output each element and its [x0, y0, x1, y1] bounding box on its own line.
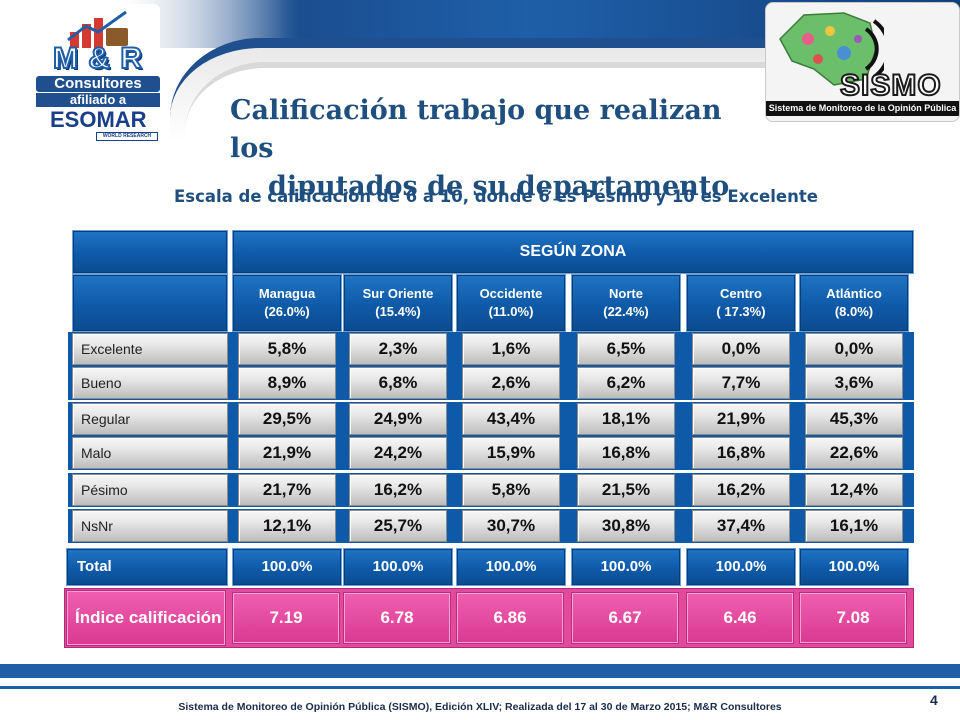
zone-column-header: Sur Oriente (15.4%) [343, 274, 453, 332]
table-cell: 21,5% [577, 474, 675, 506]
table-cell: 18,1% [577, 403, 675, 435]
index-cell: 6.78 [343, 592, 451, 644]
table-cell: 6,5% [577, 333, 675, 365]
table-cell: 15,9% [462, 437, 560, 469]
table-cell: 22,6% [805, 437, 903, 469]
table-cell: 12,4% [805, 474, 903, 506]
zone-column-header: Norte (22.4%) [571, 274, 681, 332]
table-cell: 16,2% [349, 474, 447, 506]
zone-share: (11.0%) [488, 304, 534, 319]
table-cell: 16,1% [805, 510, 903, 542]
page-title-line-2: diputados de su departamento [268, 171, 730, 202]
row-label: Excelente [72, 333, 228, 365]
zone-share: ( 17.3%) [716, 304, 766, 319]
table-cell: 8,9% [238, 367, 336, 399]
mr-logo-title: M & R [52, 42, 143, 75]
row-label: Bueno [72, 367, 228, 399]
esomar-wordmark: ESOMAR [50, 107, 147, 132]
table-cell: 37,4% [692, 510, 790, 542]
table-corner-cell-2 [72, 274, 228, 332]
index-cell: 7.08 [799, 592, 907, 644]
table-cell: 2,6% [462, 367, 560, 399]
zone-column-header: Atlántico (8.0%) [799, 274, 909, 332]
table-cell: 0,0% [805, 333, 903, 365]
table-cell: 6,8% [349, 367, 447, 399]
table-cell: 24,9% [349, 403, 447, 435]
table-cell: 0,0% [692, 333, 790, 365]
zone-share: (22.4%) [603, 304, 649, 319]
zone-share: (8.0%) [834, 304, 874, 319]
mr-consultores-logo: M & R Consultores afiliado a ESOMAR WORL… [36, 4, 160, 144]
zone-name: Occidente [479, 286, 543, 301]
row-label: NsNr [72, 510, 228, 542]
table-cell: 1,6% [462, 333, 560, 365]
table-cell: 43,4% [462, 403, 560, 435]
row-label: Pésimo [72, 474, 228, 506]
zone-share: (15.4%) [375, 304, 421, 319]
table-cell: 16,2% [692, 474, 790, 506]
row-label: Malo [72, 437, 228, 469]
table-cell: 30,7% [462, 510, 560, 542]
index-cell: 6.46 [686, 592, 794, 644]
bar-chart-icon [67, 10, 128, 48]
zone-name: Centro [720, 286, 762, 301]
sismo-logo: SISMO Sistema de Monitoreo de la Opinión… [765, 2, 960, 122]
total-cell: 100.0% [571, 548, 681, 586]
total-cell: 100.0% [686, 548, 796, 586]
table-cell: 45,3% [805, 403, 903, 435]
footer-source-note: Sistema de Monitoreo de Opinión Pública … [178, 701, 782, 713]
zone-group-header: SEGÚN ZONA [232, 230, 914, 274]
mr-logo-affiliation: afiliado a [36, 93, 160, 107]
mr-logo-subtitle: Consultores [36, 76, 160, 92]
table-cell: 29,5% [238, 403, 336, 435]
total-cell: 100.0% [232, 548, 342, 586]
total-cell: 100.0% [799, 548, 909, 586]
sismo-tagline: Sistema de Monitoreo de la Opinión Públi… [766, 101, 959, 116]
total-cell: 100.0% [343, 548, 453, 586]
table-cell: 24,2% [349, 437, 447, 469]
nicaragua-map-icon [779, 12, 884, 86]
zone-name: Norte [609, 286, 643, 301]
page-title: Calificación trabajo que realizan los di… [230, 92, 770, 206]
zone-name: Atlántico [826, 286, 882, 301]
table-cell: 21,9% [238, 437, 336, 469]
page-number: 4 [930, 692, 938, 708]
index-cell: 6.67 [571, 592, 679, 644]
table-cell: 5,8% [238, 333, 336, 365]
table-cell: 5,8% [462, 474, 560, 506]
total-cell: 100.0% [456, 548, 566, 586]
table-cell: 12,1% [238, 510, 336, 542]
row-label: Regular [72, 403, 228, 435]
zone-share: (26.0%) [264, 304, 310, 319]
zone-column-header: Occidente (11.0%) [456, 274, 566, 332]
table-cell: 6,2% [577, 367, 675, 399]
esomar-tagline: WORLD RESEARCH [96, 132, 158, 141]
page-title-line-1: Calificación trabajo que realizan los [230, 95, 722, 164]
zone-name: Sur Oriente [362, 286, 434, 301]
zone-column-header: Centro ( 17.3%) [686, 274, 796, 332]
table-cell: 3,6% [805, 367, 903, 399]
index-cell: 6.86 [456, 592, 564, 644]
zone-name: Managua [258, 286, 316, 301]
page-subtitle: Escala de calificación de 6 a 10, donde … [174, 187, 818, 206]
table-cell: 21,9% [692, 403, 790, 435]
total-row-label: Total [66, 548, 228, 586]
table-cell: 16,8% [577, 437, 675, 469]
sismo-wordmark: SISMO [839, 69, 942, 102]
table-cell: 7,7% [692, 367, 790, 399]
table-cell: 16,8% [692, 437, 790, 469]
footer-band [0, 664, 960, 678]
table-corner-cell [72, 230, 228, 274]
table-cell: 25,7% [349, 510, 447, 542]
table-cell: 30,8% [577, 510, 675, 542]
table-cell: 2,3% [349, 333, 447, 365]
index-cell: 7.19 [232, 592, 340, 644]
footer-rule [0, 686, 960, 689]
table-cell: 21,7% [238, 474, 336, 506]
index-row-label: Índice calificación [66, 590, 226, 646]
zone-column-header: Managua (26.0%) [232, 274, 342, 332]
